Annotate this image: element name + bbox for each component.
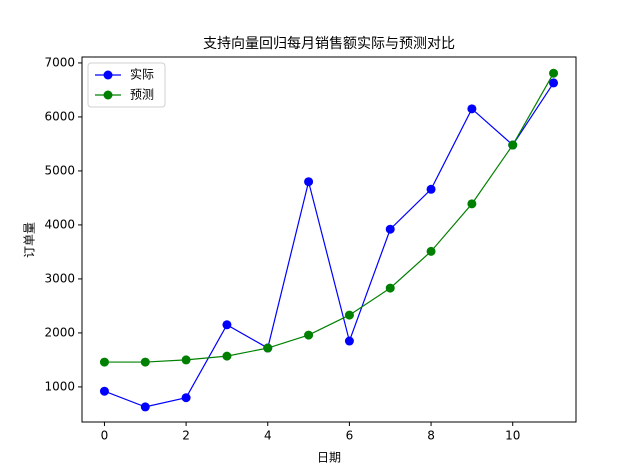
- point: [99, 357, 109, 367]
- point: [549, 78, 559, 88]
- x-tick-label: 6: [346, 429, 354, 443]
- point: [426, 184, 436, 194]
- y-tick-label: 5000: [44, 163, 75, 177]
- point: [181, 355, 191, 365]
- point: [222, 351, 232, 361]
- y-tick-label: 1000: [44, 379, 75, 393]
- point: [467, 104, 477, 114]
- point: [181, 393, 191, 403]
- point: [426, 246, 436, 256]
- point: [304, 177, 314, 187]
- plot-frame: [81, 56, 577, 423]
- y-tick-label: 7000: [44, 55, 75, 69]
- point: [549, 68, 559, 78]
- y-axis-label: 订单量: [23, 222, 37, 258]
- series-line: [104, 82, 555, 408]
- legend-label: 实际: [130, 67, 154, 82]
- point: [99, 386, 109, 396]
- point: [222, 320, 232, 330]
- legend-marker: [103, 90, 113, 100]
- point: [140, 402, 150, 412]
- point: [467, 199, 477, 209]
- series-line: [104, 72, 555, 363]
- x-axis-label: 日期: [317, 451, 341, 465]
- x-tick-label: 4: [264, 429, 272, 443]
- x-tick-label: 0: [101, 429, 109, 443]
- y-tick-label: 2000: [44, 325, 75, 339]
- legend-marker: [103, 70, 113, 80]
- x-tick-label: 2: [182, 429, 190, 443]
- y-tick-label: 6000: [44, 109, 75, 123]
- point: [140, 357, 150, 367]
- x-tick-label: 8: [427, 429, 435, 443]
- y-tick-label: 4000: [44, 217, 75, 231]
- point: [508, 140, 518, 150]
- y-tick-label: 3000: [44, 271, 75, 285]
- point: [263, 343, 273, 353]
- point: [344, 336, 354, 346]
- point: [344, 310, 354, 320]
- x-tick-label: 10: [505, 429, 520, 443]
- point: [304, 330, 314, 340]
- chart-title: 支持向量回归每月销售额实际与预测对比: [203, 35, 455, 52]
- legend-label: 预测: [130, 88, 154, 102]
- point: [385, 283, 395, 293]
- point: [385, 224, 395, 234]
